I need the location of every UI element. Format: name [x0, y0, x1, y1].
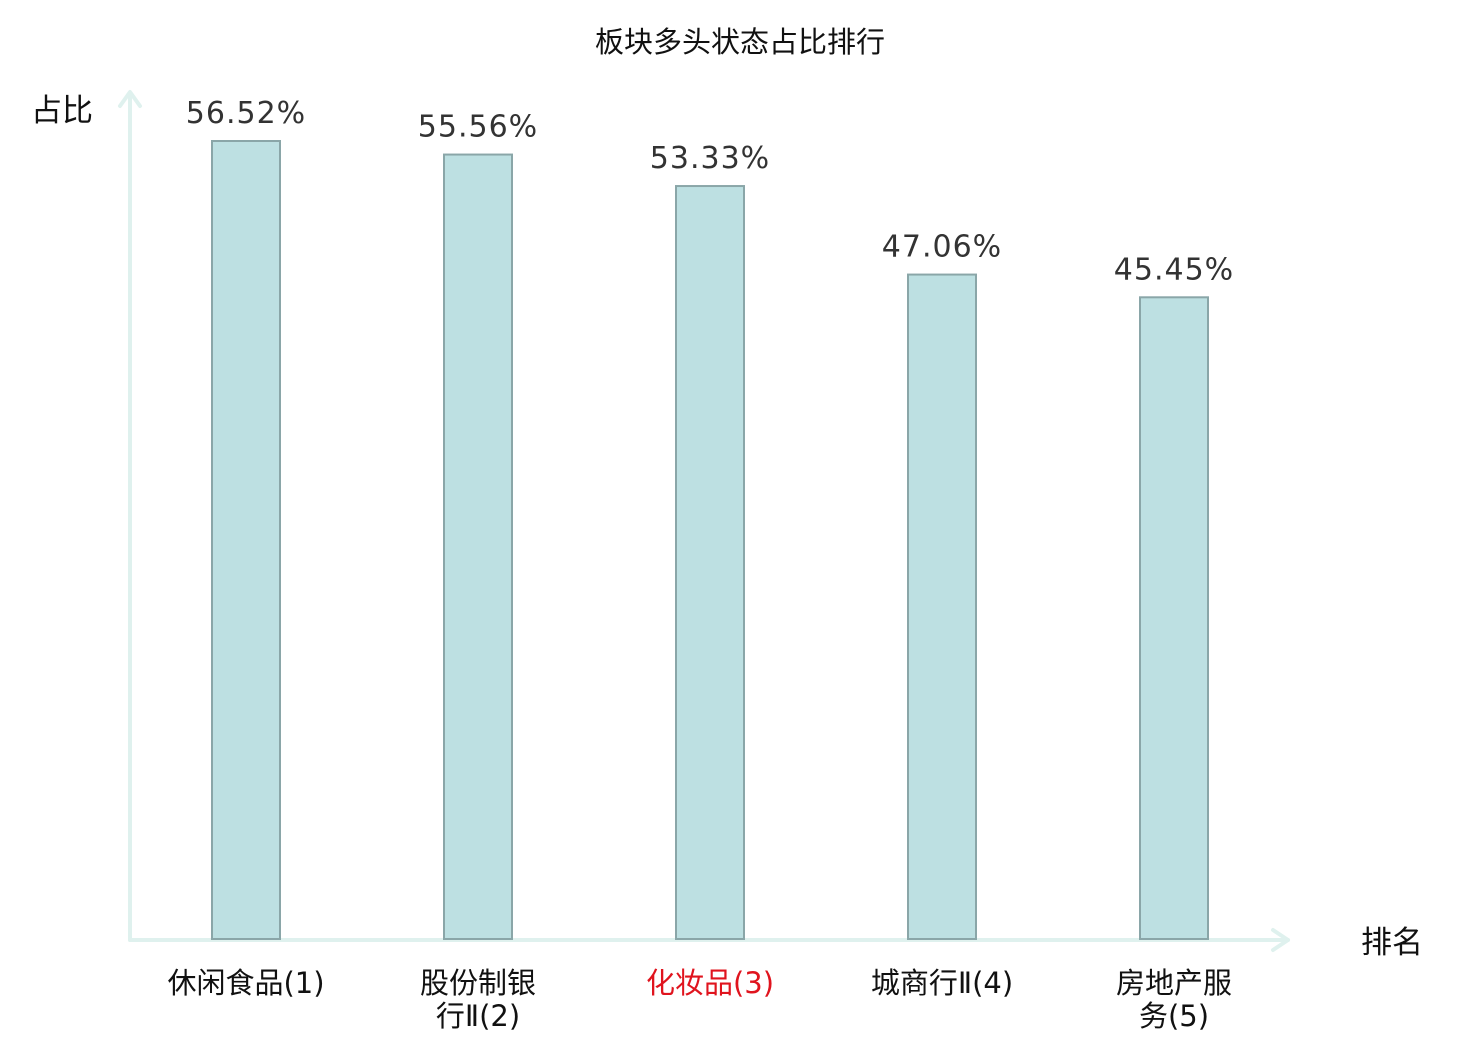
value-labels: 56.52% 55.56% 53.33% 47.06% 45.45%	[186, 96, 1234, 287]
y-axis-label: 占比	[31, 93, 93, 129]
category-label-3: 化妆品(3)	[646, 966, 774, 1000]
category-label-2-line-1: 股份制银	[420, 966, 536, 1000]
value-label-1: 56.52%	[186, 96, 306, 131]
chart-title: 板块多头状态占比排行	[595, 25, 885, 59]
value-label-3: 53.33%	[650, 141, 770, 176]
bar-2	[443, 153, 513, 940]
x-axis-arrow	[1271, 928, 1290, 952]
category-label-5-line-2: 务(5)	[1139, 999, 1209, 1033]
value-label-2: 55.56%	[418, 110, 538, 145]
bar-5	[1139, 296, 1209, 940]
category-label-2-line-2: 行Ⅱ(2)	[436, 999, 520, 1033]
category-label-5-line-1: 房地产服	[1116, 966, 1232, 1000]
category-label-4: 城商行Ⅱ(4)	[871, 966, 1013, 1000]
y-axis-arrow	[118, 90, 142, 108]
value-label-5: 45.45%	[1114, 252, 1234, 287]
bar-1	[211, 140, 281, 940]
category-label-1: 休闲食品(1)	[167, 966, 324, 1000]
x-axis-label: 排名	[1361, 925, 1423, 961]
value-label-4: 47.06%	[882, 230, 1002, 265]
bar-4	[907, 273, 977, 940]
bar-series	[211, 140, 1209, 940]
bar-3	[675, 185, 745, 940]
